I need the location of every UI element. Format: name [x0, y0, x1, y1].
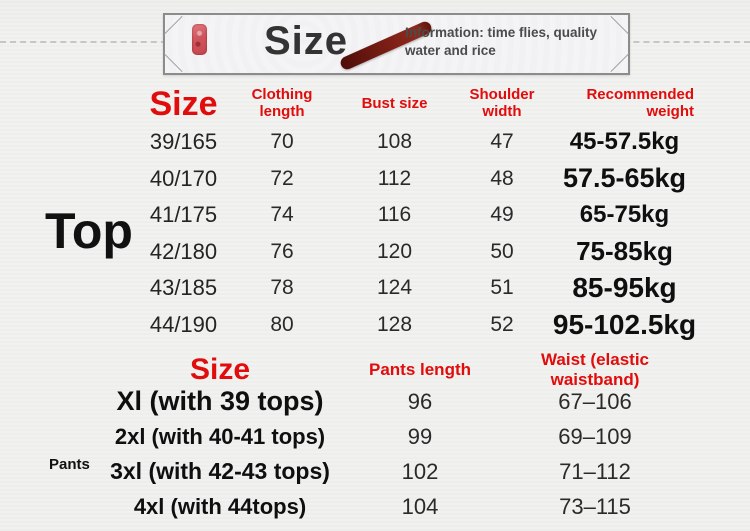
- cell-shoulder-width: 48: [490, 166, 514, 190]
- cell-size: 42/180: [149, 238, 218, 264]
- cell-waist: 71–112: [559, 458, 631, 484]
- cell-pants-size: 2xl (with 40-41 tops): [114, 423, 326, 449]
- cell-shoulder-width: 52: [490, 312, 514, 336]
- cell-bust-size: 120: [376, 239, 413, 263]
- header-pants-length: Pants length: [368, 360, 471, 379]
- cell-waist: 67–106: [558, 388, 632, 414]
- table-row: 43/185 78 124 51 85-95kg: [135, 270, 702, 307]
- table-row: 3xl (with 42-43 tops) 102 71–112: [100, 454, 690, 489]
- table-row: 42/180 76 120 50 75-85kg: [135, 234, 702, 271]
- cell-recommended-weight: 57.5-65kg: [562, 163, 687, 194]
- table-row: Xl (with 39 tops) 96 67–106: [100, 384, 690, 419]
- pants-size-table: Size Pants length Waist (elastic waistba…: [100, 350, 690, 524]
- table-row: 39/165 70 108 47 45-57.5kg: [135, 124, 702, 161]
- top-table-header-row: Size Clothing length Bust size Shoulder …: [135, 84, 702, 124]
- top-section-label: Top: [45, 203, 133, 259]
- cell-bust-size: 128: [376, 312, 413, 336]
- cell-recommended-weight: 85-95kg: [572, 272, 677, 304]
- cell-shoulder-width: 49: [490, 203, 514, 227]
- table-row: 4xl (with 44tops) 104 73–115: [100, 489, 690, 524]
- cell-pants-size: 3xl (with 42-43 tops): [110, 458, 330, 484]
- cell-recommended-weight: 45-57.5kg: [569, 128, 680, 156]
- cell-size: 44/190: [149, 311, 218, 337]
- banner-corner-decoration: [163, 15, 183, 36]
- cell-size: 41/175: [149, 202, 218, 228]
- cell-pants-size: Xl (with 39 tops): [116, 386, 324, 416]
- cell-pants-size: 4xl (with 44tops): [133, 493, 307, 519]
- cell-clothing-length: 72: [270, 166, 294, 190]
- cell-shoulder-width: 51: [490, 276, 514, 300]
- cell-shoulder-width: 50: [490, 239, 514, 263]
- cell-bust-size: 108: [376, 130, 413, 154]
- cell-clothing-length: 80: [270, 312, 294, 336]
- table-row: 44/190 80 128 52 95-102.5kg: [135, 307, 702, 344]
- banner-info-text: Information: time flies, quality water a…: [405, 25, 598, 58]
- header-clothing-length: Clothing length: [251, 86, 313, 120]
- cell-clothing-length: 74: [270, 203, 294, 227]
- pants-section-label: Pants: [49, 456, 90, 473]
- top-size-table: Size Clothing length Bust size Shoulder …: [135, 84, 702, 343]
- seal-stamp-icon: [192, 24, 207, 55]
- size-banner: Size Information: time flies, quality wa…: [163, 13, 630, 75]
- cell-clothing-length: 78: [270, 276, 294, 300]
- banner-corner-decoration: [163, 52, 183, 73]
- banner-title: Size: [264, 19, 349, 63]
- table-row: 41/175 74 116 49 65-75kg: [135, 197, 702, 234]
- cell-pants-length: 102: [401, 458, 439, 484]
- cell-pants-length: 99: [407, 423, 433, 449]
- cell-size: 40/170: [149, 165, 218, 191]
- cell-recommended-weight: 65-75kg: [579, 201, 670, 229]
- cell-clothing-length: 70: [270, 130, 294, 154]
- cell-size: 43/185: [149, 275, 218, 301]
- table-row: 40/170 72 112 48 57.5-65kg: [135, 161, 702, 198]
- cell-waist: 69–109: [558, 423, 632, 449]
- cell-recommended-weight: 95-102.5kg: [552, 308, 697, 340]
- cell-recommended-weight: 75-85kg: [576, 236, 673, 267]
- cell-bust-size: 124: [376, 276, 413, 300]
- cell-pants-length: 104: [401, 493, 439, 519]
- header-waist: Waist (elastic waistband): [540, 350, 650, 389]
- cell-shoulder-width: 47: [490, 130, 514, 154]
- header-size: Size: [149, 85, 218, 123]
- cell-size: 39/165: [149, 129, 218, 155]
- header-shoulder-width: Shoulder width: [469, 86, 535, 120]
- header-recommended-weight: Recommended weight: [586, 86, 694, 120]
- table-row: 2xl (with 40-41 tops) 99 69–109: [100, 419, 690, 454]
- cell-bust-size: 116: [377, 203, 412, 227]
- header-bust-size: Bust size: [361, 94, 428, 112]
- pants-table-header-row: Size Pants length Waist (elastic waistba…: [100, 350, 690, 389]
- cell-pants-length: 96: [407, 388, 433, 414]
- cell-clothing-length: 76: [270, 239, 294, 263]
- cell-waist: 73–115: [559, 493, 631, 519]
- header-pants-size: Size: [189, 353, 251, 386]
- cell-bust-size: 112: [377, 166, 412, 190]
